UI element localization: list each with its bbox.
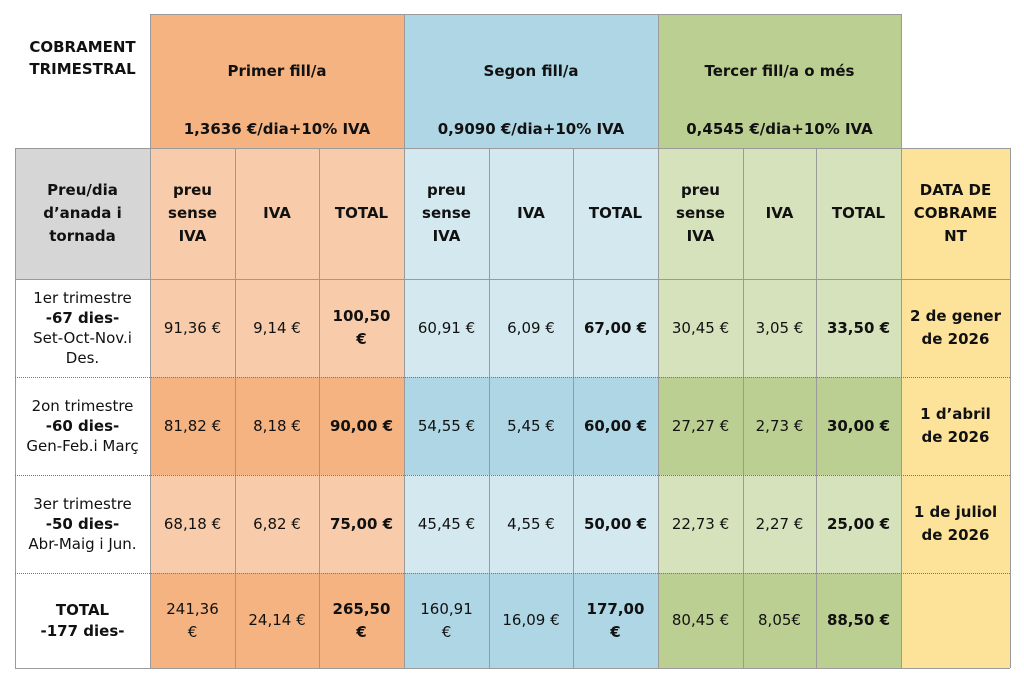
row-label-2-days: -60 dies-	[45, 417, 120, 435]
r1-g1-total: 100,50 €	[319, 279, 404, 377]
group-header-first: Primer fill/a 1,3636 €/dia+10% IVA	[150, 14, 404, 148]
col-header-net-1: preu sense IVA	[150, 148, 235, 279]
r2-g3-iva: 2,73 €	[743, 377, 816, 475]
col-header-iva-2: IVA	[489, 148, 573, 279]
col-header-iva-1: IVA	[235, 148, 319, 279]
group-name-first: Primer fill/a	[227, 61, 327, 80]
row-label-3-quarter: 3er trimestre	[33, 495, 132, 513]
r3-g2-net: 45,45 €	[404, 475, 489, 573]
total-g2-iva: 16,09 €	[489, 573, 573, 668]
total-g2-net: 160,91 €	[404, 573, 489, 668]
row-label-1-months: Set-Oct-Nov.i Des.	[33, 329, 132, 367]
table-title: COBRAMENT TRIMESTRAL	[29, 38, 136, 78]
r2-g2-net: 54,55 €	[404, 377, 489, 475]
r2-g2-total: 60,00 €	[573, 377, 658, 475]
total-g3-iva: 8,05€	[743, 573, 816, 668]
col-header-total-3: TOTAL	[816, 148, 901, 279]
total-g2-total: 177,00 €	[573, 573, 658, 668]
r1-g2-iva: 6,09 €	[489, 279, 573, 377]
row-label-1-days: -67 dies-	[45, 309, 120, 327]
col-header-total-2: TOTAL	[573, 148, 658, 279]
row-label-3-months: Abr-Maig i Jun.	[28, 535, 137, 553]
r1-g2-net: 60,91 €	[404, 279, 489, 377]
group-name-second: Segon fill/a	[483, 61, 579, 80]
group-header-third: Tercer fill/a o més 0,4545 €/dia+10% IVA	[658, 14, 901, 148]
r1-g2-total: 67,00 €	[573, 279, 658, 377]
total-date	[901, 573, 1010, 668]
r3-g2-iva: 4,55 €	[489, 475, 573, 573]
col-header-net-2: preu sense IVA	[404, 148, 489, 279]
r3-g2-total: 50,00 €	[573, 475, 658, 573]
r2-g1-iva: 8,18 €	[235, 377, 319, 475]
r2-g1-net: 81,82 €	[150, 377, 235, 475]
col-header-net-3: preu sense IVA	[658, 148, 743, 279]
r2-date: 1 d’abril de 2026	[901, 377, 1010, 475]
total-g1-total: 265,50 €	[319, 573, 404, 668]
r3-g3-iva: 2,27 €	[743, 475, 816, 573]
r3-g1-net: 68,18 €	[150, 475, 235, 573]
col-header-iva-3: IVA	[743, 148, 816, 279]
total-g1-net: 241,36 €	[150, 573, 235, 668]
group-rate-second: 0,9090 €/dia+10% IVA	[437, 119, 625, 138]
r3-g3-total: 25,00 €	[816, 475, 901, 573]
row-label-2: 2on trimestre -60 dies- Gen-Feb.i Març	[15, 377, 150, 475]
group-rate-first: 1,3636 €/dia+10% IVA	[183, 119, 371, 138]
row-label-1: 1er trimestre -67 dies- Set-Oct-Nov.i De…	[15, 279, 150, 377]
group-name-third: Tercer fill/a o més	[704, 61, 855, 80]
row-label-1-quarter: 1er trimestre	[33, 289, 132, 307]
col-header-date: DATA DE COBRAME NT	[901, 148, 1010, 279]
total-row-label: TOTAL -177 dies-	[15, 573, 150, 668]
r3-g1-total: 75,00 €	[319, 475, 404, 573]
r3-g1-iva: 6,82 €	[235, 475, 319, 573]
row-label-2-months: Gen-Feb.i Març	[26, 437, 139, 455]
r1-g3-total: 33,50 €	[816, 279, 901, 377]
row-label-2-quarter: 2on trimestre	[31, 397, 134, 415]
row-label-3-days: -50 dies-	[45, 515, 120, 533]
total-g3-net: 80,45 €	[658, 573, 743, 668]
r2-g3-net: 27,27 €	[658, 377, 743, 475]
row-header-label: Preu/dia d’anada i tornada	[15, 148, 150, 279]
r2-g3-total: 30,00 €	[816, 377, 901, 475]
group-rate-third: 0,4545 €/dia+10% IVA	[686, 119, 873, 138]
r1-g3-net: 30,45 €	[658, 279, 743, 377]
col-header-total-1: TOTAL	[319, 148, 404, 279]
group-header-second: Segon fill/a 0,9090 €/dia+10% IVA	[404, 14, 658, 148]
r1-g1-iva: 9,14 €	[235, 279, 319, 377]
total-g3-total: 88,50 €	[816, 573, 901, 668]
r1-g3-iva: 3,05 €	[743, 279, 816, 377]
r2-g1-total: 90,00 €	[319, 377, 404, 475]
row-label-3: 3er trimestre -50 dies- Abr-Maig i Jun.	[15, 475, 150, 573]
r1-date: 2 de gener de 2026	[901, 279, 1010, 377]
r3-date: 1 de juliol de 2026	[901, 475, 1010, 573]
r2-g2-iva: 5,45 €	[489, 377, 573, 475]
r3-g3-net: 22,73 €	[658, 475, 743, 573]
r1-g1-net: 91,36 €	[150, 279, 235, 377]
total-g1-iva: 24,14 €	[235, 573, 319, 668]
